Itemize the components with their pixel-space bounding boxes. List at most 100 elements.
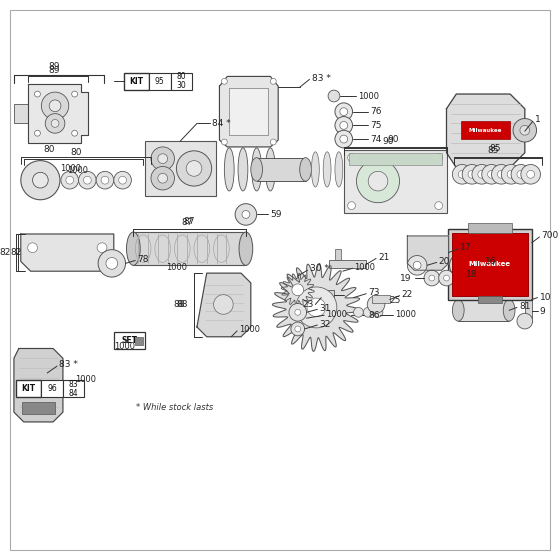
Circle shape — [340, 122, 348, 129]
Text: 1000: 1000 — [67, 166, 88, 175]
Bar — [63, 380, 85, 398]
Circle shape — [517, 313, 533, 329]
Polygon shape — [21, 234, 114, 271]
Circle shape — [472, 165, 492, 184]
Bar — [124, 73, 149, 90]
Circle shape — [295, 309, 301, 315]
Circle shape — [517, 170, 525, 178]
Text: 73: 73 — [368, 288, 380, 297]
Circle shape — [357, 160, 399, 203]
Circle shape — [66, 176, 74, 184]
Text: 86: 86 — [368, 311, 380, 320]
Polygon shape — [220, 77, 278, 147]
Polygon shape — [272, 264, 360, 351]
Circle shape — [348, 202, 356, 209]
Circle shape — [96, 171, 114, 189]
Text: 10: 10 — [539, 293, 551, 302]
Ellipse shape — [503, 300, 515, 321]
Text: 17: 17 — [460, 243, 472, 252]
Text: 74: 74 — [370, 134, 381, 143]
Text: 95: 95 — [155, 77, 165, 86]
Bar — [452, 233, 528, 296]
Text: 1000: 1000 — [239, 325, 260, 334]
Text: 16: 16 — [484, 257, 496, 266]
Circle shape — [98, 250, 125, 277]
Bar — [133, 232, 246, 265]
Text: 20: 20 — [438, 257, 450, 266]
Circle shape — [458, 170, 466, 178]
Text: 89: 89 — [48, 62, 60, 71]
Circle shape — [507, 170, 515, 178]
Text: KIT: KIT — [129, 77, 143, 86]
Ellipse shape — [300, 158, 311, 181]
Circle shape — [438, 270, 454, 286]
Circle shape — [488, 170, 496, 178]
Text: 1000: 1000 — [326, 310, 347, 319]
Text: 90: 90 — [387, 134, 398, 143]
Circle shape — [295, 326, 301, 332]
Ellipse shape — [238, 148, 248, 191]
Ellipse shape — [239, 232, 253, 265]
Bar — [321, 290, 334, 300]
Circle shape — [32, 172, 48, 188]
Circle shape — [158, 154, 167, 164]
Text: 9: 9 — [539, 307, 545, 316]
Text: 83 *: 83 * — [312, 74, 332, 83]
Polygon shape — [281, 273, 314, 306]
Bar — [41, 380, 63, 398]
Circle shape — [242, 211, 250, 218]
Text: 88: 88 — [174, 300, 185, 309]
Bar — [136, 337, 143, 344]
Text: 25: 25 — [390, 296, 401, 305]
Circle shape — [270, 139, 276, 145]
Bar — [461, 122, 510, 139]
Circle shape — [270, 78, 276, 84]
Ellipse shape — [311, 152, 319, 187]
Bar — [114, 332, 145, 349]
Circle shape — [307, 298, 326, 317]
Circle shape — [21, 161, 60, 200]
Circle shape — [520, 125, 530, 135]
Text: 84 *: 84 * — [212, 119, 230, 128]
Text: 89: 89 — [48, 66, 60, 75]
Bar — [16, 380, 41, 398]
Bar — [329, 260, 366, 268]
Polygon shape — [27, 84, 88, 143]
Text: 80: 80 — [71, 148, 82, 157]
Bar — [372, 295, 390, 302]
Circle shape — [221, 78, 227, 84]
Circle shape — [435, 154, 442, 162]
Circle shape — [335, 103, 353, 120]
Text: KIT: KIT — [22, 384, 36, 393]
Circle shape — [363, 307, 373, 317]
Circle shape — [221, 139, 227, 145]
Bar — [478, 296, 502, 304]
Text: 31: 31 — [319, 304, 331, 313]
Text: 1000: 1000 — [60, 164, 81, 173]
Bar — [171, 73, 192, 90]
Text: 700: 700 — [542, 231, 559, 240]
Text: 30: 30 — [176, 81, 186, 90]
Circle shape — [435, 202, 442, 209]
Circle shape — [367, 296, 385, 313]
Bar — [449, 229, 531, 300]
Text: 76: 76 — [370, 107, 382, 116]
Circle shape — [478, 170, 486, 178]
Text: 1000: 1000 — [354, 263, 376, 272]
Ellipse shape — [225, 148, 234, 191]
Text: 85: 85 — [488, 146, 499, 155]
Circle shape — [335, 116, 353, 134]
Bar — [145, 141, 216, 196]
Bar — [149, 73, 171, 90]
Text: 78: 78 — [137, 255, 149, 264]
Text: 1000: 1000 — [74, 375, 96, 384]
Text: 81: 81 — [519, 302, 530, 311]
Text: 75: 75 — [370, 121, 382, 130]
Circle shape — [452, 165, 472, 184]
Circle shape — [119, 176, 127, 184]
Circle shape — [335, 130, 353, 148]
Circle shape — [340, 135, 348, 143]
Text: 83: 83 — [69, 380, 78, 389]
Polygon shape — [14, 348, 63, 422]
Circle shape — [492, 165, 511, 184]
